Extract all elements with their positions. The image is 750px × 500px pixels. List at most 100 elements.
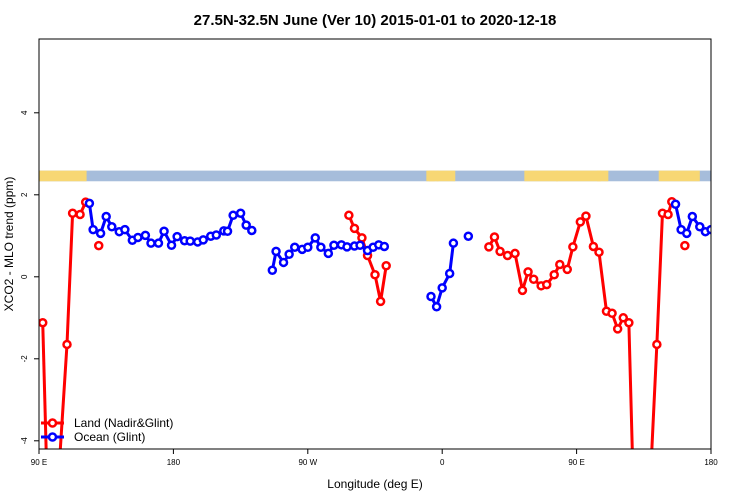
strip-land-segment xyxy=(429,170,435,182)
data-point-land xyxy=(495,246,505,257)
data-point-land xyxy=(344,210,354,221)
data-point-ocean xyxy=(88,224,98,235)
data-point-ocean xyxy=(437,283,447,293)
data-point-ocean xyxy=(670,199,681,209)
data-point-ocean xyxy=(342,242,352,252)
strip-land-segment xyxy=(556,170,558,182)
data-point-ocean xyxy=(235,208,246,218)
chart-title: 27.5N-32.5N June (Ver 10) 2015-01-01 to … xyxy=(194,12,557,29)
data-point-ocean xyxy=(228,210,238,221)
data-point-land xyxy=(510,248,520,259)
data-point-ocean xyxy=(120,224,130,235)
data-point-land xyxy=(555,259,565,270)
data-point-land xyxy=(62,339,72,350)
legend-label-ocean: Ocean (Glint) xyxy=(74,430,145,444)
data-point-land xyxy=(568,242,578,252)
data-point-ocean xyxy=(695,222,705,232)
data-point-ocean xyxy=(95,228,106,239)
series-layer xyxy=(39,197,711,449)
data-point-land xyxy=(528,274,539,285)
data-point-ocean xyxy=(444,268,455,279)
strip-ocean xyxy=(39,170,711,182)
data-point-land xyxy=(612,324,623,334)
data-point-ocean xyxy=(284,249,294,259)
data-point-land xyxy=(349,223,360,234)
x-axis-label: Longitude (deg E) xyxy=(327,477,422,491)
legend: Land (Nadir&Glint) Ocean (Glint) xyxy=(41,416,173,444)
data-point-ocean xyxy=(278,257,289,268)
y-tick-label: -2 xyxy=(20,355,29,363)
y-axis-label: XCO2 - MLO trend (ppm) xyxy=(2,177,16,312)
strip-land-segment xyxy=(426,170,456,182)
strip-land-segment xyxy=(597,170,601,182)
data-point-ocean xyxy=(303,242,313,253)
data-point-ocean xyxy=(84,198,95,209)
data-point-ocean xyxy=(316,242,326,253)
data-point-ocean xyxy=(431,301,442,312)
legend-item-ocean: Ocean (Glint) xyxy=(41,430,145,444)
surface-type-strip xyxy=(39,170,711,182)
data-point-land xyxy=(562,264,573,275)
data-point-ocean xyxy=(267,265,278,275)
legend-marker-ocean xyxy=(47,432,58,442)
x-tick-label: 90 E xyxy=(568,458,584,467)
legend-item-land: Land (Nadir&Glint) xyxy=(41,416,173,430)
data-point-land xyxy=(624,317,634,328)
y-tick-label: -4 xyxy=(20,437,29,445)
data-point-ocean xyxy=(146,238,156,248)
data-point-ocean xyxy=(222,226,233,237)
data-point-land xyxy=(381,260,391,271)
data-point-land xyxy=(517,285,528,296)
data-point-land xyxy=(75,209,85,220)
x-tick-label: 180 xyxy=(704,458,718,467)
data-point-land xyxy=(93,240,104,251)
data-point-land xyxy=(39,317,48,328)
data-point-ocean xyxy=(379,241,390,252)
data-point-land xyxy=(541,279,552,290)
data-point-ocean xyxy=(185,236,195,246)
legend-marker-land xyxy=(47,418,58,428)
data-point-ocean xyxy=(101,211,111,222)
plot-frame xyxy=(38,38,712,450)
series-line-land xyxy=(41,322,48,449)
x-tick-label: 180 xyxy=(167,458,181,467)
data-point-ocean xyxy=(133,232,143,243)
data-point-land xyxy=(594,247,604,257)
data-point-land xyxy=(607,308,617,319)
data-point-ocean xyxy=(172,231,182,242)
data-point-ocean xyxy=(271,246,281,257)
data-point-ocean xyxy=(241,220,251,230)
x-axis: 90 E 180 90 W 0 90 E 180 xyxy=(31,449,718,467)
data-point-ocean xyxy=(107,222,117,232)
data-point-ocean xyxy=(289,242,300,253)
data-point-land xyxy=(680,240,690,251)
data-point-land xyxy=(549,270,559,280)
data-point-land xyxy=(618,313,629,323)
data-point-ocean xyxy=(211,230,222,240)
data-point-ocean xyxy=(310,233,321,243)
data-point-land xyxy=(588,241,599,252)
data-point-land xyxy=(375,296,386,307)
strip-land-segment xyxy=(658,170,700,182)
data-point-land xyxy=(357,233,367,243)
data-point-ocean xyxy=(706,224,711,235)
data-point-ocean xyxy=(355,240,365,250)
data-point-land xyxy=(502,250,513,261)
strip-land-segment xyxy=(524,170,609,182)
x-tick-label: 90 E xyxy=(31,458,47,467)
y-axis: -4 -2 0 2 4 xyxy=(20,110,39,444)
series-line-land xyxy=(650,201,674,449)
strip-land-segment xyxy=(436,170,439,182)
data-point-land xyxy=(489,232,500,242)
y-tick-label: 0 xyxy=(20,274,29,279)
data-point-ocean xyxy=(448,238,459,248)
data-point-land xyxy=(370,270,380,280)
data-point-land xyxy=(663,209,673,220)
data-point-ocean xyxy=(687,211,698,222)
data-point-ocean xyxy=(463,231,474,241)
data-point-ocean xyxy=(329,240,339,250)
data-point-land xyxy=(67,208,78,218)
x-tick-label: 90 W xyxy=(298,458,317,467)
data-point-ocean xyxy=(159,226,169,237)
